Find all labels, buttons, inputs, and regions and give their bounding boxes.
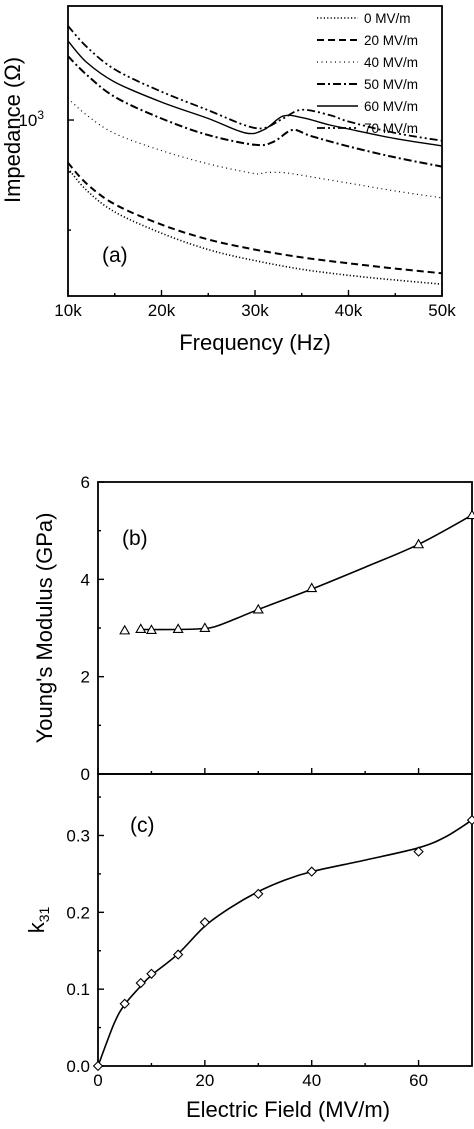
chart-b-point-8 [466, 509, 474, 520]
chart-c-point-5 [199, 917, 211, 928]
chart-c-y-axis-label-sub: 31 [36, 907, 52, 923]
chart-c-fit-line [97, 819, 473, 1067]
chart-b-fit-curve [140, 514, 473, 631]
chart-b-y-tick-label: 6 [81, 473, 90, 492]
chart-a: 10k 20k 30k 40k 50k 103 0 MV/m 20 MV/m 40 MV/m 5… [0, 5, 456, 355]
chart-c-point-1 [119, 998, 130, 1009]
chart-b-point-7 [413, 538, 425, 549]
chart-b-frame [97, 481, 473, 775]
chart-c-point-3 [146, 968, 157, 979]
chart-b-y-tick-label: 4 [81, 570, 90, 589]
chart-c-y-tick-label: 0.2 [66, 903, 90, 922]
chart-c-point-7 [306, 866, 317, 877]
chart-c-y-axis-label: k31 [24, 907, 52, 934]
chart-a-legend-entry: 50 MV/m [364, 77, 418, 92]
chart-c-ticks: 0 20 40 60 0.0 0.1 0.2 0.3 [66, 796, 428, 1090]
chart-c-x-axis-label: Electric Field (MV/m) [186, 1097, 390, 1122]
chart-b-point-0 [119, 624, 131, 635]
chart-b-point-5 [252, 603, 264, 614]
chart-a-x-tick-label: 40k [335, 301, 363, 320]
chart-c-panel-label: (c) [130, 814, 155, 837]
chart-a-series-line-1 [67, 162, 443, 275]
chart-b-point-1 [135, 623, 147, 633]
chart-b-y-tick-label: 2 [81, 668, 90, 687]
chart-b-y-axis-label: Young's Modulus (GPa) [32, 513, 57, 744]
chart-a-x-axis-label: Frequency (Hz) [179, 330, 331, 355]
chart-b-fit-line [140, 514, 473, 631]
chart-a-y-tick-label-exp: 3 [37, 108, 44, 122]
chart-a-x-tick-label: 10k [54, 301, 82, 320]
chart-c-x-tick-label: 40 [302, 1071, 321, 1090]
chart-b-panel-label: (b) [122, 527, 148, 550]
chart-a-legend: 0 MV/m 20 MV/m 40 MV/m 50 MV/m 60 MV/m 70 MV/… [317, 11, 418, 136]
chart-c-point-6 [253, 888, 264, 900]
chart-a-x-tick-label: 20k [148, 301, 176, 320]
chart-c-points [92, 814, 474, 1072]
chart-a-series-line-4 [67, 40, 443, 147]
chart-a-x-tick-label: 30k [241, 301, 269, 320]
chart-b-ticks: 0 2 4 6 [81, 473, 420, 784]
chart-c-x-tick-label: 20 [195, 1071, 214, 1090]
chart-a-y-tick-label-base: 10 [18, 111, 37, 130]
chart-a-legend-entry: 0 MV/m [364, 11, 411, 26]
chart-c-point-2 [135, 977, 146, 989]
chart-c-y-tick-label: 0.0 [66, 1057, 90, 1076]
chart-c-y-tick-label: 0.3 [66, 826, 90, 845]
chart-c-x-tick-label: 60 [409, 1071, 428, 1090]
chart-a-y-axis-label: Impedance (Ω) [0, 57, 25, 203]
chart-a-panel-label: (a) [102, 244, 128, 267]
chart-c-point-8 [413, 846, 424, 857]
chart-a-x-tick-label: 50k [428, 301, 456, 320]
chart-a-ticks: 10k 20k 30k 40k 50k 103 [18, 108, 456, 320]
chart-a-legend-entry: 20 MV/m [364, 33, 418, 48]
chart-b-point-2 [145, 624, 157, 634]
chart-b: 0 2 4 6 (b) Young's Modulus (GPa) [32, 473, 474, 784]
chart-b-point-6 [306, 582, 318, 593]
chart-a-series-line-3 [67, 55, 443, 168]
chart-b-point-4 [199, 622, 211, 633]
chart-c-fit-curve [97, 819, 473, 1067]
chart-c-y-tick-label: 0.1 [66, 980, 90, 999]
chart-c: 0 20 40 60 0.0 0.1 0.2 0.3 (c) Electric Field (… [24, 773, 474, 1122]
chart-c-point-9 [466, 814, 474, 826]
chart-a-series [67, 25, 443, 285]
chart-b-points [119, 509, 474, 635]
chart-b-y-tick-label: 0 [81, 765, 90, 784]
chart-c-point-0 [92, 1060, 104, 1072]
chart-c-y-axis-label-main: k [24, 921, 49, 933]
chart-c-frame [97, 773, 473, 1067]
chart-a-legend-entry: 70 MV/m [364, 121, 418, 136]
chart-a-legend-entry: 60 MV/m [364, 99, 418, 114]
chart-c-x-tick-label: 0 [93, 1071, 102, 1090]
chart-a-series-line-5 [67, 25, 443, 142]
chart-c-point-4 [172, 949, 184, 960]
chart-b-point-3 [172, 623, 184, 633]
chart-a-legend-entry: 40 MV/m [364, 55, 418, 70]
chart-a-y-tick-label: 103 [18, 108, 44, 130]
